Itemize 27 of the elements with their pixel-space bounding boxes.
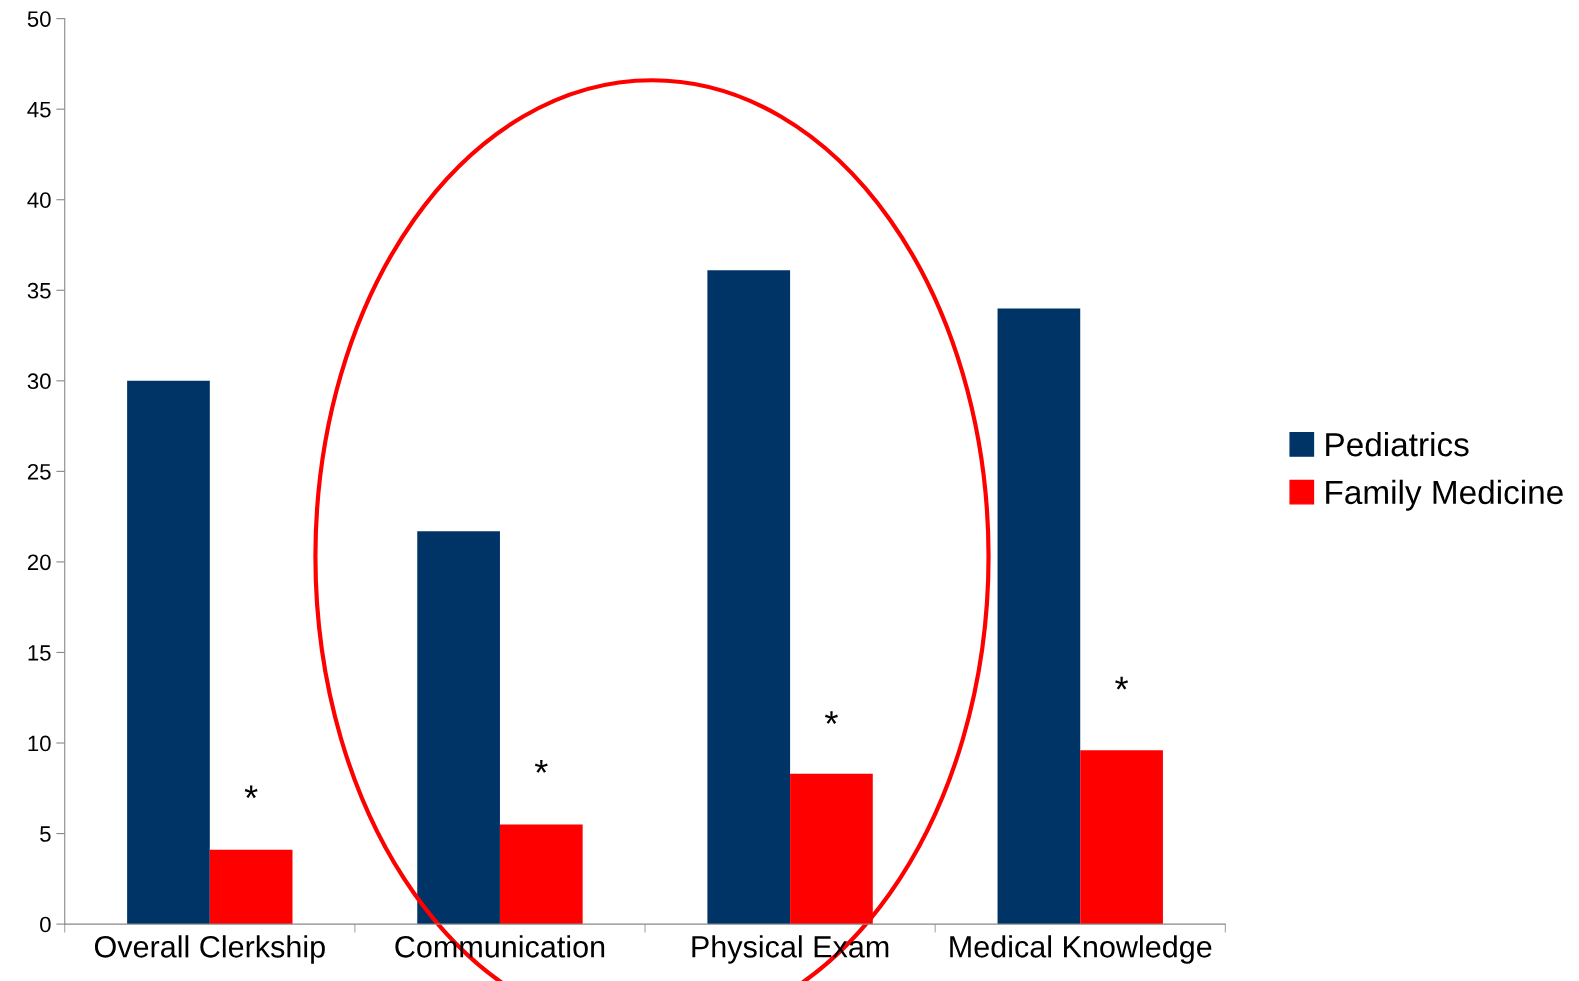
y-tick-label: 10 xyxy=(28,735,51,752)
y-tick-label: 30 xyxy=(27,373,51,390)
annotation: * xyxy=(244,785,258,799)
bar xyxy=(790,773,873,925)
y-tick-label: 20 xyxy=(27,554,51,571)
bar xyxy=(997,308,1081,925)
y-tick-label: 0 xyxy=(40,916,51,933)
y-tick-label: 35 xyxy=(27,282,51,299)
y-tick-label: 25 xyxy=(27,463,51,480)
annotation: * xyxy=(534,760,548,773)
bar xyxy=(1080,750,1163,925)
x-tick-label: Overall Clerkship xyxy=(94,935,325,964)
annotation: * xyxy=(1115,676,1129,690)
bar xyxy=(499,824,583,925)
x-tick-label: Medical Knowledge xyxy=(950,935,1212,964)
bar xyxy=(707,270,791,925)
bar xyxy=(417,531,500,925)
bar xyxy=(127,380,210,925)
annotation: * xyxy=(824,711,838,724)
legend-label: Family Medicine xyxy=(1326,479,1563,511)
y-tick-label: 15 xyxy=(28,645,51,661)
y-tick-label: 50 xyxy=(27,11,51,27)
y-tick-label: 40 xyxy=(27,192,51,208)
bar xyxy=(209,849,293,925)
y-tick-label: 45 xyxy=(27,101,51,118)
legend-label: Pediatrics xyxy=(1326,431,1469,457)
y-tick-label: 5 xyxy=(40,826,51,842)
